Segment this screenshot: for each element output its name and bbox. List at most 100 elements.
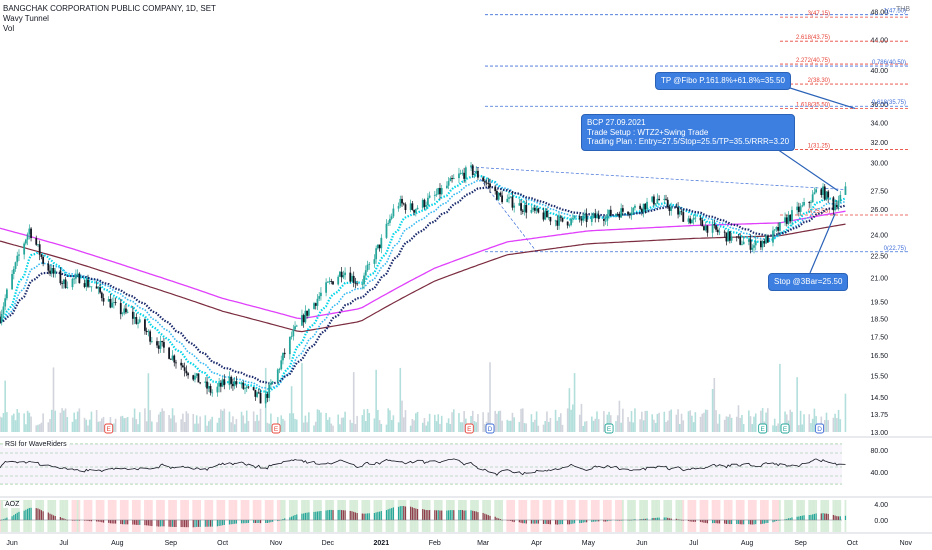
volume-bar	[204, 415, 207, 432]
volume-bar	[163, 410, 165, 432]
stop-annotation[interactable]: Stop @3Bar=25.50	[768, 273, 849, 291]
aoz-bar	[196, 520, 198, 527]
candle-body	[435, 194, 438, 196]
candle-body	[301, 315, 303, 326]
aoz-background-bar	[651, 500, 654, 532]
aoz-background-bar	[194, 500, 196, 532]
candle-body	[95, 286, 98, 289]
candle-body	[85, 279, 88, 287]
volume-bar	[282, 418, 284, 432]
candle-body	[835, 205, 838, 207]
volume-bar	[221, 410, 224, 432]
tp-annotation[interactable]: TP @Fibo P.161.8%+61.8%=35.50	[655, 72, 791, 90]
aoz-background-bar	[739, 500, 742, 532]
aoz-bar	[147, 520, 149, 526]
aoz-background-bar	[594, 500, 597, 532]
volume-bar	[295, 419, 298, 432]
candle-body	[62, 279, 65, 284]
price-candles	[0, 162, 847, 408]
aoz-background-bar	[147, 500, 150, 532]
aoz-bar	[13, 515, 15, 520]
volume-bar	[663, 411, 666, 432]
aoz-bar	[465, 510, 467, 520]
aoz-bar	[220, 520, 222, 526]
aoz-bar	[485, 514, 488, 520]
candle-body	[634, 205, 636, 208]
volume-bar	[223, 408, 226, 432]
candle-body	[197, 373, 200, 383]
candle-body	[11, 273, 13, 290]
aoz-bar	[354, 512, 357, 520]
candle-body	[665, 198, 667, 200]
pane-separators[interactable]	[0, 436, 932, 534]
aoz-background-bar	[206, 500, 208, 532]
aoz-background-bar	[78, 500, 81, 532]
volume-bar	[47, 422, 50, 432]
trend-lines[interactable]	[470, 166, 846, 252]
candle-body	[126, 311, 129, 313]
candle-body	[428, 195, 431, 198]
volume-bar	[594, 418, 597, 432]
aoz-bar	[813, 513, 815, 520]
fibonacci-levels[interactable]: 1(47.50) 3(47.15) 2.618(43.75) 2.272(40.75)…	[485, 9, 908, 253]
candle-body	[194, 375, 196, 380]
aoz-bar	[315, 511, 317, 520]
volume-bar	[385, 424, 388, 432]
volume-bar	[14, 420, 17, 432]
trend-line-lower	[470, 166, 537, 252]
candle-body	[363, 275, 365, 285]
indicator-vol-label[interactable]: Vol	[3, 24, 15, 33]
candle-body	[509, 196, 512, 198]
candle-body	[389, 218, 391, 223]
indicator-wavy-tunnel-label[interactable]: Wavy Tunnel	[3, 14, 49, 23]
aoz-bar	[799, 516, 802, 520]
event-marker-label: E	[274, 426, 279, 433]
aoz-pane-title[interactable]: AOZ	[3, 501, 22, 508]
volume-bar	[340, 417, 343, 432]
candle-body	[354, 282, 357, 284]
aoz-bar	[520, 520, 522, 523]
aoz-bar	[313, 511, 315, 520]
volume-bar	[630, 411, 633, 432]
volume-bar	[207, 421, 210, 432]
wavy-tunnel	[0, 174, 846, 394]
time-tick-label: May	[582, 540, 596, 547]
aoz-bar	[668, 518, 671, 520]
aoz-bar	[427, 510, 429, 520]
aoz-bar	[342, 510, 344, 520]
aoz-background-bar	[123, 500, 126, 532]
time-tick-label: Jul	[689, 540, 698, 547]
aoz-bar	[111, 520, 113, 524]
volume-bars	[0, 362, 847, 432]
aoz-background-bar	[570, 500, 573, 532]
candle-body	[173, 355, 176, 363]
candle-body	[373, 259, 376, 264]
aoz-bar	[2, 519, 5, 520]
candle-body	[16, 255, 19, 263]
aoz-bar	[423, 509, 426, 520]
volume-bar	[4, 380, 6, 432]
volume-bar	[680, 413, 683, 432]
candle-body	[801, 205, 804, 207]
volume-bar	[596, 411, 598, 432]
aoz-background-bar	[168, 500, 170, 532]
aoz-background-bar	[718, 500, 721, 532]
aoz-background-bar	[835, 500, 838, 532]
aoz-background-bar	[121, 500, 124, 532]
volume-bar	[123, 418, 126, 432]
aoz-background-bar	[112, 500, 115, 532]
aoz-background-bar	[254, 500, 257, 532]
volume-bar	[30, 416, 32, 432]
volume-bar	[620, 422, 622, 432]
candle-body	[832, 197, 835, 211]
aoz-bar	[137, 520, 139, 525]
trading-plan-annotation[interactable]: BCP 27.09.2021 Trade Setup : WTZ2+Swing T…	[581, 114, 796, 151]
candle-body	[276, 369, 279, 382]
rsi-pane-title[interactable]: RSI for WaveRiders	[3, 441, 69, 448]
candle-body	[535, 208, 538, 211]
aoz-background-bar	[61, 500, 64, 532]
ma-brown-line	[0, 223, 846, 333]
candle-body	[547, 217, 550, 218]
